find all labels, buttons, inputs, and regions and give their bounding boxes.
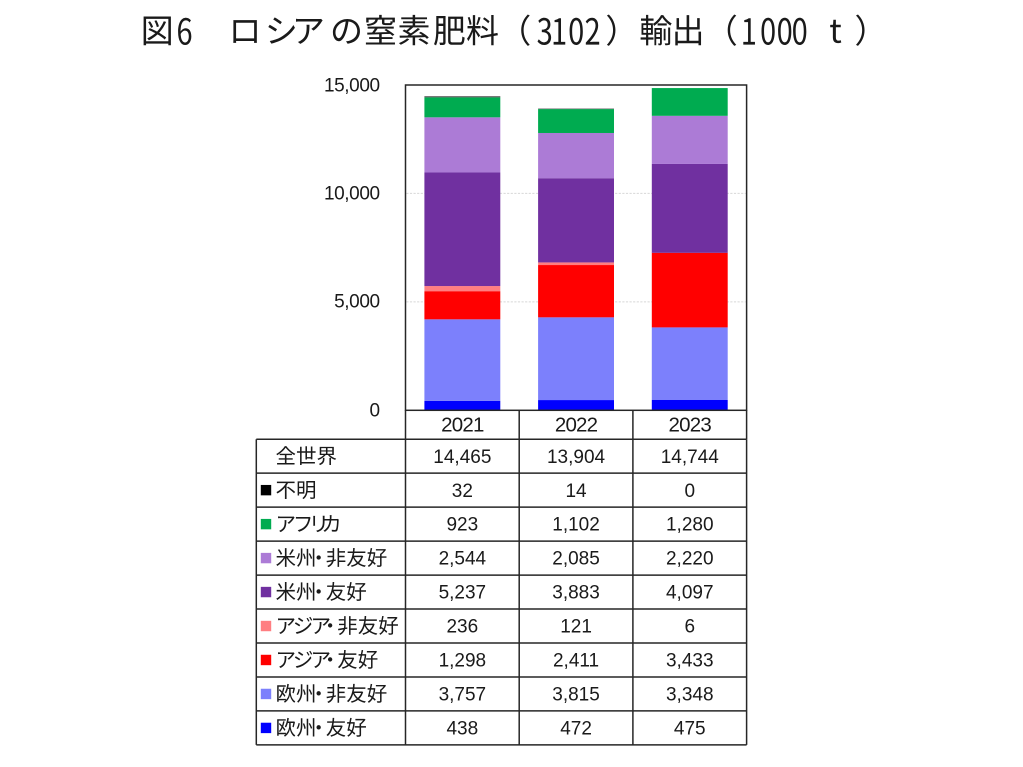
svg-text:236: 236: [446, 617, 478, 638]
svg-text:14: 14: [565, 481, 587, 502]
svg-text:6: 6: [684, 617, 695, 638]
svg-text:14,465: 14,465: [433, 447, 491, 468]
svg-text:2,411: 2,411: [553, 651, 599, 672]
svg-text:3,433: 3,433: [666, 651, 714, 672]
svg-text:3,815: 3,815: [552, 685, 600, 706]
svg-text:2,085: 2,085: [552, 549, 600, 570]
svg-text:14,744: 14,744: [661, 447, 720, 468]
svg-text:1,280: 1,280: [666, 515, 714, 536]
svg-text:2021: 2021: [441, 413, 484, 436]
svg-text:10,000: 10,000: [324, 184, 380, 205]
svg-text:438: 438: [446, 719, 478, 740]
svg-text:2023: 2023: [669, 413, 712, 436]
svg-text:0: 0: [370, 401, 380, 422]
svg-text:5,237: 5,237: [439, 583, 487, 604]
svg-text:923: 923: [446, 515, 478, 536]
svg-text:2022: 2022: [555, 413, 598, 436]
svg-text:4,097: 4,097: [666, 583, 714, 604]
svg-text:3,757: 3,757: [439, 685, 487, 706]
svg-text:472: 472: [560, 719, 592, 740]
svg-text:475: 475: [674, 719, 706, 740]
svg-text:3,883: 3,883: [552, 583, 600, 604]
svg-text:13,904: 13,904: [547, 447, 606, 468]
svg-text:15,000: 15,000: [324, 76, 380, 97]
svg-text:2,220: 2,220: [666, 549, 714, 570]
svg-text:32: 32: [452, 481, 473, 502]
svg-text:5,000: 5,000: [334, 292, 380, 313]
svg-text:1,298: 1,298: [439, 651, 487, 672]
svg-text:2,544: 2,544: [439, 549, 487, 570]
svg-text:0: 0: [684, 481, 695, 502]
svg-text:3,348: 3,348: [666, 685, 714, 706]
svg-text:1,102: 1,102: [552, 515, 600, 536]
svg-text:121: 121: [560, 617, 592, 638]
